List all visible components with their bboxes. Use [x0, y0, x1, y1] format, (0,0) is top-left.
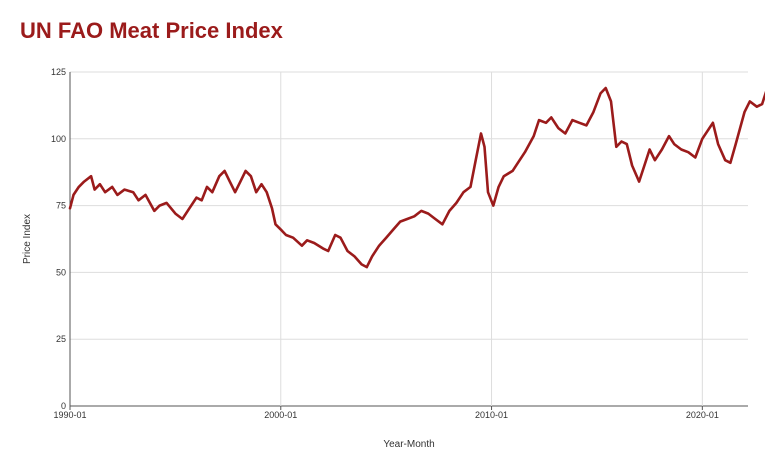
- x-tick-label: 1990-01: [53, 410, 86, 420]
- x-axis-label: Year-Month: [383, 439, 434, 450]
- x-tick-label: 2010-01: [475, 410, 508, 420]
- y-tick-label: 25: [56, 334, 66, 344]
- y-tick-label: 75: [56, 201, 66, 211]
- x-tick-label: 2020-01: [686, 410, 719, 420]
- y-axis-label: Price Index: [22, 214, 33, 264]
- y-tick-label: 50: [56, 267, 66, 277]
- y-tick-label: 100: [51, 134, 66, 144]
- chart-title: UN FAO Meat Price Index: [20, 18, 283, 43]
- y-tick-label: 0: [61, 401, 66, 411]
- y-tick-label: 125: [51, 67, 66, 77]
- x-tick-label: 2000-01: [264, 410, 297, 420]
- series-line: [68, 86, 765, 269]
